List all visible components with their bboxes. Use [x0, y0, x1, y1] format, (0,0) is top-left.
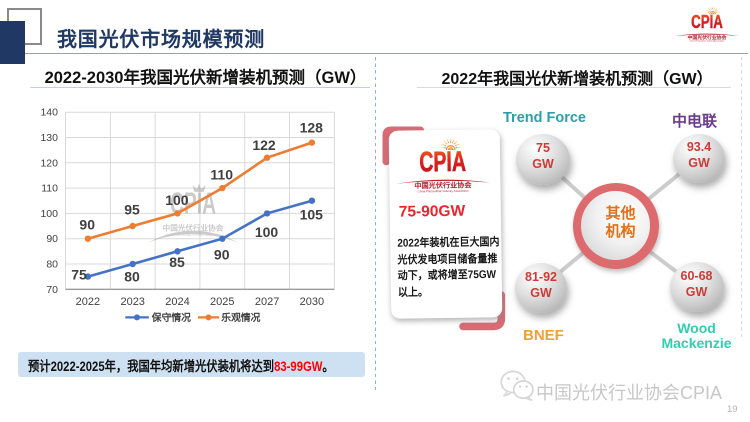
- svg-text:90: 90: [214, 246, 230, 262]
- svg-text:90: 90: [79, 217, 95, 233]
- svg-text:2023: 2023: [120, 296, 144, 308]
- svg-text:中国光伏行业协会: 中国光伏行业协会: [163, 223, 224, 233]
- svg-text:105: 105: [300, 207, 324, 223]
- svg-text:100: 100: [40, 208, 58, 220]
- svg-text:80: 80: [46, 259, 58, 271]
- svg-text:80: 80: [124, 269, 140, 285]
- svg-text:保守情况: 保守情况: [151, 311, 191, 324]
- svg-text:90: 90: [46, 233, 58, 245]
- svg-text:2027: 2027: [255, 296, 279, 308]
- svg-text:110: 110: [210, 167, 233, 183]
- svg-text:95: 95: [124, 202, 140, 218]
- svg-text:100: 100: [165, 192, 189, 208]
- svg-text:乐观情况: 乐观情况: [221, 311, 260, 324]
- svg-text:140: 140: [40, 107, 58, 119]
- svg-text:2024: 2024: [165, 296, 189, 308]
- svg-text:2025: 2025: [210, 296, 234, 308]
- svg-text:120: 120: [40, 157, 58, 169]
- svg-text:85: 85: [169, 254, 185, 270]
- svg-text:130: 130: [40, 132, 58, 144]
- svg-text:2022: 2022: [76, 296, 100, 308]
- svg-text:110: 110: [41, 183, 58, 195]
- svg-text:100: 100: [255, 224, 279, 240]
- svg-text:2030: 2030: [300, 296, 324, 308]
- svg-text:122: 122: [252, 137, 276, 153]
- svg-text:70: 70: [46, 284, 58, 296]
- svg-text:China Photovoltaic Industry As: China Photovoltaic Industry Association: [165, 233, 221, 237]
- svg-text:128: 128: [300, 119, 324, 135]
- svg-text:75: 75: [71, 267, 87, 283]
